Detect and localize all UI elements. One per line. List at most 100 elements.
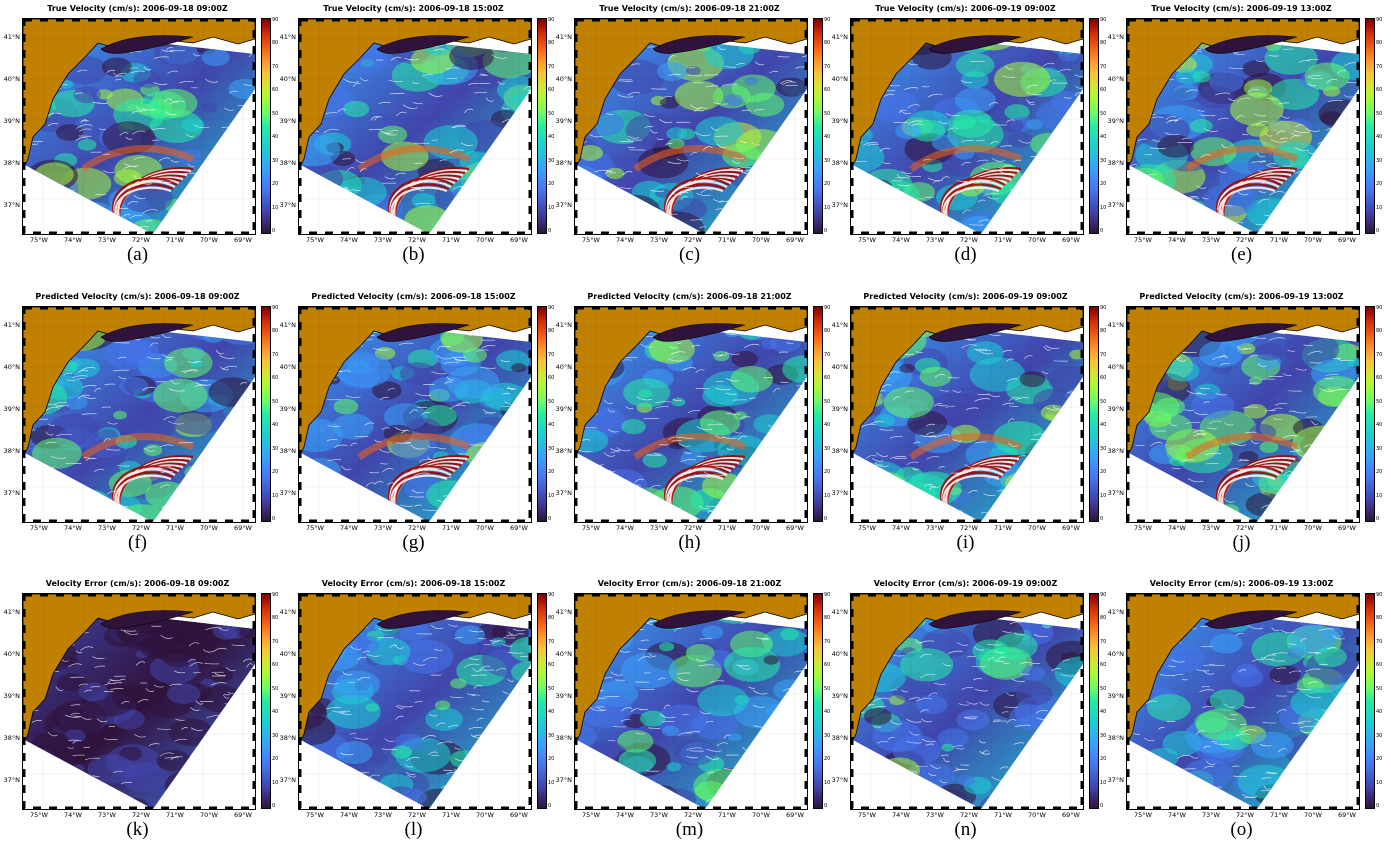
lat-tick-label: 37°N (3, 489, 20, 497)
velocity-map (22, 306, 256, 523)
lon-tick-label: 73°W (926, 236, 944, 244)
velocity-map (850, 306, 1084, 523)
lat-tick-label: 37°N (279, 201, 296, 209)
velocity-map (574, 306, 808, 523)
land-mass (851, 307, 1083, 458)
lon-tick-label: 74°W (64, 811, 82, 819)
lat-tick-label: 37°N (555, 489, 572, 497)
colorbar (537, 306, 547, 522)
map-panel: Predicted Velocity (cm/s): 2006-09-19 13… (1104, 288, 1383, 571)
colorbar-tick-label: 0 (1100, 516, 1104, 522)
map-canvas (23, 594, 255, 809)
map-canvas (299, 19, 531, 234)
velocity-map (850, 593, 1084, 810)
long-island (376, 323, 470, 342)
colorbar-tick-label: 90 (1376, 16, 1383, 23)
lat-tick-label: 37°N (3, 201, 20, 209)
lon-tick-label: 74°W (1168, 524, 1186, 532)
colorbar (1365, 18, 1375, 234)
subfigure-label: (d) (954, 244, 977, 265)
lon-tick-label: 70°W (200, 236, 218, 244)
lat-tick-label: 39°N (1107, 117, 1124, 125)
map-canvas (575, 19, 807, 234)
lon-tick-label: 72°W (684, 811, 702, 819)
panel-title: Velocity Error (cm/s): 2006-09-18 15:00Z (321, 579, 506, 588)
colorbar-tick-label: 10 (548, 204, 555, 211)
lon-tick-label: 72°W (132, 811, 150, 819)
land-mass (1127, 594, 1359, 745)
lon-tick-label: 74°W (892, 811, 910, 819)
lon-tick-label: 69°W (234, 524, 252, 532)
lat-tick-label: 37°N (555, 201, 572, 209)
map-canvas (1127, 594, 1359, 809)
colorbar-tick-label: 50 (824, 110, 831, 117)
colorbar-tick-label: 80 (1100, 328, 1107, 334)
colorbar-tick-label: 40 (272, 422, 279, 428)
colorbar-tick-label: 40 (548, 134, 555, 140)
long-island (652, 323, 746, 342)
lon-tick-label: 73°W (926, 811, 944, 819)
lat-tick-label: 37°N (555, 776, 572, 784)
lat-tick-label: 39°N (3, 692, 20, 700)
lon-tick-label: 75°W (1134, 811, 1152, 819)
colorbar-tick-label: 60 (824, 662, 831, 668)
colorbar (261, 18, 271, 234)
panel-title: Velocity Error (cm/s): 2006-09-18 21:00Z (597, 579, 782, 588)
lon-tick-label: 72°W (408, 236, 426, 244)
lon-tick-label: 75°W (858, 236, 876, 244)
colorbar-tick-label: 0 (824, 803, 828, 809)
lon-tick-label: 74°W (340, 524, 358, 532)
colorbar (813, 306, 823, 522)
lon-tick-label: 74°W (1168, 236, 1186, 244)
lat-tick-label: 40°N (279, 75, 296, 83)
long-island (1204, 35, 1298, 54)
subfigure-label: (f) (128, 532, 147, 553)
colorbar-tick-label: 60 (824, 375, 831, 381)
colorbar-tick-label: 0 (548, 228, 552, 234)
lon-tick-label: 73°W (98, 524, 116, 532)
map-canvas (851, 307, 1083, 522)
panel-title: True Velocity (cm/s): 2006-09-18 21:00Z (599, 4, 780, 13)
subfigure-label: (b) (402, 244, 425, 265)
lat-tick-label: 39°N (279, 692, 296, 700)
lat-tick-label: 38°N (279, 447, 296, 455)
lon-tick-label: 72°W (1236, 524, 1254, 532)
lon-tick-label: 69°W (786, 236, 804, 244)
colorbar (813, 18, 823, 234)
lat-tick-label: 37°N (279, 776, 296, 784)
lon-tick-label: 70°W (476, 524, 494, 532)
lon-tick-label: 72°W (960, 811, 978, 819)
lat-tick-label: 41°N (279, 608, 296, 616)
colorbar-tick-label: 70 (548, 638, 555, 645)
lon-tick-label: 73°W (1202, 811, 1220, 819)
map-panel: True Velocity (cm/s): 2006-09-19 13:00Z 4… (1104, 0, 1383, 283)
lat-tick-label: 39°N (831, 692, 848, 700)
lat-tick-label: 40°N (555, 363, 572, 371)
long-island (928, 610, 1022, 629)
long-island (1204, 610, 1298, 629)
lat-tick-label: 39°N (555, 692, 572, 700)
map-canvas (575, 594, 807, 809)
colorbar-tick-label: 80 (1376, 615, 1383, 621)
colorbar-tick-label: 70 (1376, 638, 1383, 645)
colorbar-tick-label: 70 (1100, 638, 1107, 645)
colorbar-tick-label: 60 (272, 87, 279, 93)
lon-tick-label: 69°W (510, 524, 528, 532)
lat-tick-label: 37°N (1107, 201, 1124, 209)
colorbar-tick-label: 10 (824, 492, 831, 499)
lon-tick-label: 69°W (234, 236, 252, 244)
colorbar-tick-label: 30 (1376, 157, 1383, 164)
lon-tick-label: 71°W (994, 811, 1012, 819)
lon-tick-label: 71°W (166, 811, 184, 819)
colorbar-tick-label: 70 (272, 63, 279, 70)
map-panel: Velocity Error (cm/s): 2006-09-19 09:00Z… (828, 575, 1107, 858)
colorbar-tick-label: 80 (548, 40, 555, 46)
lon-tick-label: 74°W (892, 524, 910, 532)
lon-tick-label: 74°W (1168, 811, 1186, 819)
lon-tick-label: 70°W (200, 524, 218, 532)
lon-tick-label: 73°W (1202, 236, 1220, 244)
map-panel: True Velocity (cm/s): 2006-09-18 15:00Z 4… (276, 0, 555, 283)
colorbar-tick-label: 80 (1100, 615, 1107, 621)
colorbar-tick-label: 90 (272, 591, 279, 598)
long-island (376, 35, 470, 54)
